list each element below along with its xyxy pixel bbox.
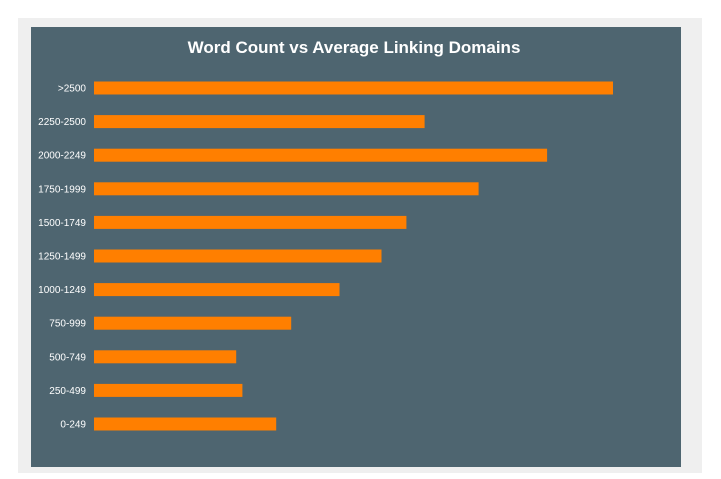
category-label-10: 250-499 <box>49 386 86 397</box>
bar-5 <box>94 215 407 229</box>
category-label-3: 2000-2249 <box>38 151 86 162</box>
category-label-9: 500-749 <box>49 352 86 363</box>
bar-2 <box>94 115 425 129</box>
chart-title: Word Count vs Average Linking Domains <box>188 38 521 57</box>
chart-panel: Word Count vs Average Linking Domains >2… <box>31 27 681 467</box>
bar-11 <box>94 417 277 431</box>
bar-1 <box>94 81 613 95</box>
bar-8 <box>94 316 292 330</box>
category-label-11: 0-249 <box>60 420 86 431</box>
bars-group <box>94 81 613 431</box>
bar-9 <box>94 350 237 364</box>
bar-10 <box>94 383 243 397</box>
category-label-6: 1250-1499 <box>38 252 86 263</box>
category-label-8: 750-999 <box>49 319 86 330</box>
category-label-1: >2500 <box>58 84 87 95</box>
bar-3 <box>94 148 548 162</box>
bar-7 <box>94 283 340 297</box>
bar-4 <box>94 182 479 196</box>
category-label-4: 1750-1999 <box>38 184 86 195</box>
category-label-2: 2250-2500 <box>38 117 86 128</box>
category-label-7: 1000-1249 <box>38 285 86 296</box>
category-label-5: 1500-1749 <box>38 218 86 229</box>
bar-chart: Word Count vs Average Linking Domains >2… <box>38 38 613 431</box>
bar-6 <box>94 249 382 263</box>
category-labels-group: >2500 2250-2500 2000-2249 1750-1999 1500-174… <box>38 84 86 431</box>
